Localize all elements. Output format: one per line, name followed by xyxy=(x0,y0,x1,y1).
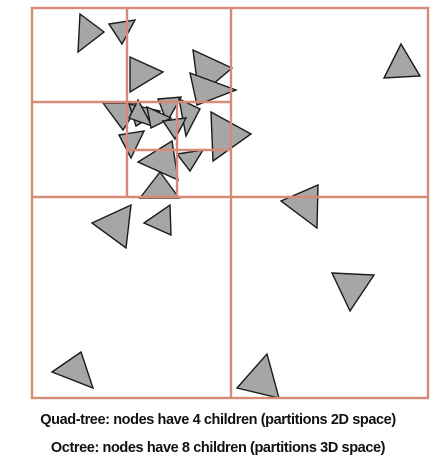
triangle xyxy=(157,96,183,124)
triangle xyxy=(178,97,201,139)
triangles xyxy=(50,12,422,399)
quadtree-caption: Quad-tree: nodes have 4 children (partit… xyxy=(40,412,396,428)
triangle xyxy=(77,12,106,54)
triangle xyxy=(146,105,173,130)
partition-lines xyxy=(30,6,430,400)
octree-caption: Octree: nodes have 8 children (partition… xyxy=(50,440,386,456)
triangle xyxy=(175,149,205,173)
triangle xyxy=(161,117,188,141)
triangle xyxy=(142,203,172,237)
triangle xyxy=(107,19,137,46)
triangle xyxy=(50,350,95,390)
triangle xyxy=(128,98,154,128)
triangle xyxy=(189,71,238,106)
triangle xyxy=(90,203,132,250)
triangle xyxy=(279,183,319,230)
triangle xyxy=(382,42,422,79)
triangle xyxy=(330,272,376,313)
triangle xyxy=(117,130,146,160)
triangle xyxy=(129,55,165,94)
quadtree-diagram xyxy=(30,6,430,400)
triangle xyxy=(235,352,280,399)
